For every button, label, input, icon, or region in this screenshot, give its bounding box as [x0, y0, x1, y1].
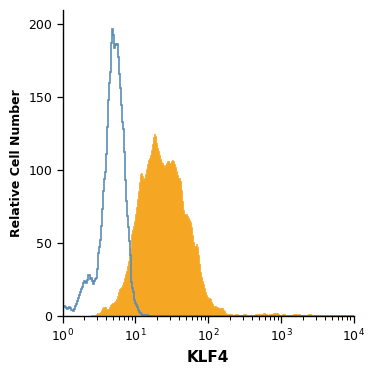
X-axis label: KLF4: KLF4: [187, 350, 230, 365]
Y-axis label: Relative Cell Number: Relative Cell Number: [10, 89, 23, 237]
